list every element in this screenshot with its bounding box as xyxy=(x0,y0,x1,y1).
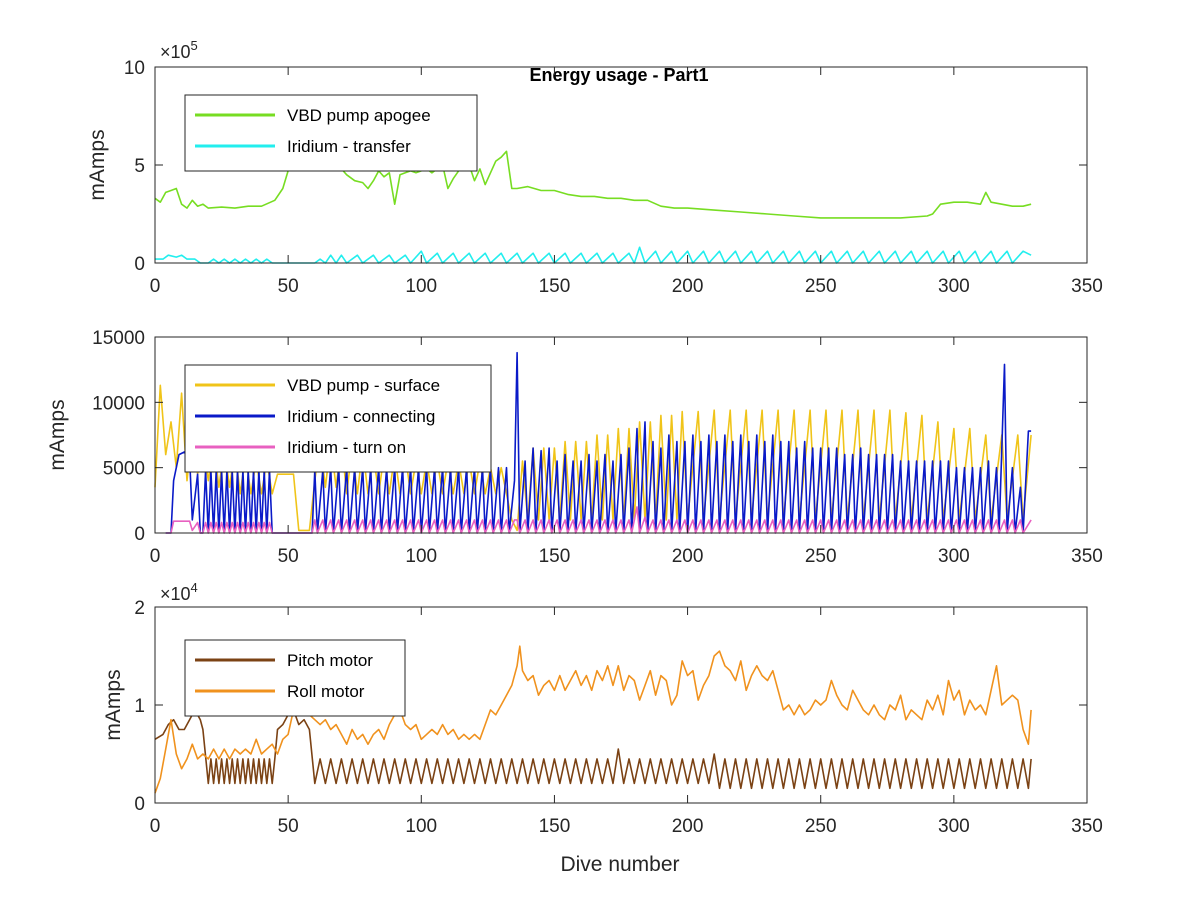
y-tick-label: 10000 xyxy=(92,393,145,414)
y-tick-label: 1 xyxy=(134,696,145,717)
x-tick-label: 300 xyxy=(938,816,970,837)
ticks: 0 50 100 150 200 250 300 350 0 5000 10000 15000 xyxy=(92,328,1103,567)
y-tick-label: 15000 xyxy=(92,328,145,349)
x-tick-label: 100 xyxy=(405,816,437,837)
x-tick-label: 350 xyxy=(1071,546,1103,567)
y-exponent-power: 5 xyxy=(191,38,198,53)
y-exponent-base: ×10 xyxy=(160,584,191,604)
y-exponent-label: ×104 xyxy=(160,580,198,604)
x-tick-label: 300 xyxy=(938,546,970,567)
x-tick-label: 150 xyxy=(539,276,571,297)
axes-box xyxy=(154,336,1088,534)
x-tick-label: 350 xyxy=(1071,276,1103,297)
legend-box xyxy=(184,639,406,717)
x-tick-label: 250 xyxy=(805,276,837,297)
x-tick-label: 50 xyxy=(278,816,299,837)
legend-label: Iridium - connecting xyxy=(287,407,435,426)
x-tick-label: 250 xyxy=(805,546,837,567)
x-tick-label: 50 xyxy=(278,546,299,567)
x-tick-label: 300 xyxy=(938,276,970,297)
x-tick-label: 100 xyxy=(405,276,437,297)
legend-box xyxy=(184,94,478,172)
legend: VBD pump apogee Iridium - transfer xyxy=(184,94,478,172)
legend-label: Iridium - turn on xyxy=(287,438,406,457)
x-tick-label: 200 xyxy=(672,816,704,837)
y-tick-label: 2 xyxy=(134,598,145,619)
legend-label: Pitch motor xyxy=(287,651,373,670)
x-tick-label: 0 xyxy=(150,816,161,837)
panel-energy-bottom: 0 50 100 150 200 250 300 350 0 1 2 mAmps ×104 Pitc… xyxy=(102,580,1103,837)
x-tick-label: 250 xyxy=(805,816,837,837)
legend-box xyxy=(184,364,492,473)
ticks: 0 50 100 150 200 250 300 350 0 5 10 xyxy=(124,58,1103,297)
series-line-vbd-pump-surface xyxy=(154,384,1032,532)
y-tick-label: 0 xyxy=(134,254,145,275)
x-tick-label: 150 xyxy=(539,816,571,837)
x-tick-label: 350 xyxy=(1071,816,1103,837)
x-tick-label: 0 xyxy=(150,276,161,297)
y-axis-label: mAmps xyxy=(86,129,109,200)
y-tick-label: 0 xyxy=(134,524,145,545)
legend-label: Iridium - transfer xyxy=(287,137,411,156)
legend: VBD pump - surface Iridium - connecting Ir… xyxy=(184,364,492,473)
y-exponent-base: ×10 xyxy=(160,42,191,62)
y-tick-label: 5000 xyxy=(103,459,145,480)
figure-title: Energy usage - Part1 xyxy=(529,65,708,85)
x-axis-label: Dive number xyxy=(560,853,679,876)
legend-label: VBD pump - surface xyxy=(287,376,440,395)
legend-label: Roll motor xyxy=(287,682,365,701)
y-tick-label: 0 xyxy=(134,794,145,815)
x-tick-label: 100 xyxy=(405,546,437,567)
legend-label: VBD pump apogee xyxy=(287,106,431,125)
x-tick-label: 200 xyxy=(672,276,704,297)
x-tick-label: 50 xyxy=(278,276,299,297)
y-axis-label: mAmps xyxy=(102,669,125,740)
ticks: 0 50 100 150 200 250 300 350 0 1 2 xyxy=(134,598,1102,837)
x-tick-label: 200 xyxy=(672,546,704,567)
series-line-iridium-transfer xyxy=(155,246,1032,264)
y-tick-label: 5 xyxy=(134,156,145,177)
y-exponent-power: 4 xyxy=(191,580,198,595)
x-tick-label: 150 xyxy=(539,546,571,567)
series-line-pitch-motor xyxy=(154,709,1032,790)
y-exponent-label: ×105 xyxy=(160,38,198,62)
y-axis-label: mAmps xyxy=(46,399,69,470)
panel-energy-middle: 0 50 100 150 200 250 300 350 0 5000 10000 15000 mAm… xyxy=(46,328,1103,567)
x-tick-label: 0 xyxy=(150,546,161,567)
y-tick-label: 10 xyxy=(124,58,145,79)
legend: Pitch motor Roll motor xyxy=(184,639,406,717)
